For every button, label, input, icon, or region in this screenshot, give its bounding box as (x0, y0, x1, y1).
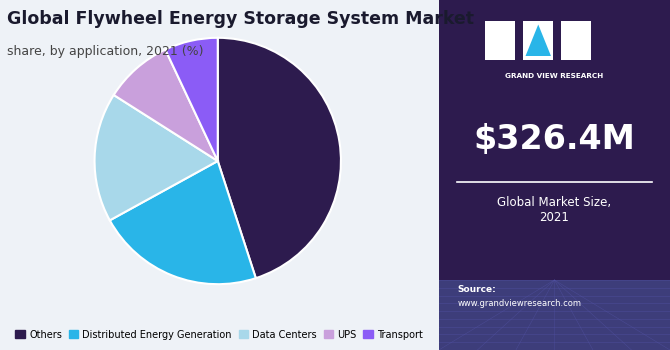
Text: Global Flywheel Energy Storage System Market: Global Flywheel Energy Storage System Ma… (7, 10, 474, 28)
Wedge shape (218, 38, 341, 278)
Wedge shape (110, 161, 256, 284)
Text: share, by application, 2021 (%): share, by application, 2021 (%) (7, 46, 203, 58)
FancyBboxPatch shape (561, 21, 592, 60)
Text: GRAND VIEW RESEARCH: GRAND VIEW RESEARCH (505, 74, 604, 79)
FancyBboxPatch shape (485, 21, 515, 60)
Text: www.grandviewresearch.com: www.grandviewresearch.com (458, 299, 582, 308)
Text: $326.4M: $326.4M (474, 124, 635, 156)
Wedge shape (94, 95, 218, 220)
FancyBboxPatch shape (439, 280, 670, 350)
Wedge shape (114, 50, 218, 161)
Polygon shape (525, 25, 551, 56)
Legend: Others, Distributed Energy Generation, Data Centers, UPS, Transport: Others, Distributed Energy Generation, D… (11, 326, 427, 343)
FancyBboxPatch shape (523, 21, 553, 60)
Wedge shape (165, 38, 218, 161)
Text: Source:: Source: (458, 285, 496, 294)
Text: Global Market Size,
2021: Global Market Size, 2021 (497, 196, 612, 224)
FancyBboxPatch shape (439, 0, 670, 350)
